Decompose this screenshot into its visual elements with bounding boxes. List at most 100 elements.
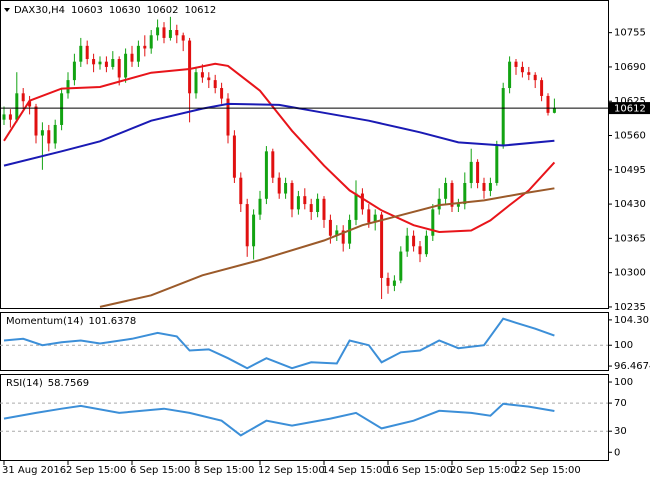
candle-body xyxy=(111,59,115,67)
candle-body xyxy=(399,251,403,281)
last-high: 10630 xyxy=(109,5,141,16)
candle-body xyxy=(143,45,147,49)
candle-body xyxy=(552,108,556,113)
candle-body xyxy=(482,182,486,191)
indicator-title: RSI(14) 58.7569 xyxy=(6,378,89,389)
x-tick-label: 2 Sep 15:00 xyxy=(66,465,126,476)
candle-body xyxy=(28,101,32,107)
candle-body xyxy=(98,61,102,65)
candle-body xyxy=(316,198,320,212)
candle-body xyxy=(508,61,512,89)
candle-body xyxy=(277,177,281,194)
candle-body xyxy=(533,74,537,81)
indicator-value: 101.6378 xyxy=(89,316,137,327)
candle-body xyxy=(226,98,230,136)
candle-body xyxy=(296,196,300,210)
candle-body xyxy=(47,130,51,144)
y-tick-label: 0 xyxy=(614,447,620,458)
candle-body xyxy=(527,72,531,75)
candle-body xyxy=(213,80,217,89)
candle-body xyxy=(271,151,275,178)
candle-body xyxy=(373,214,377,223)
last-low: 10602 xyxy=(147,5,179,16)
indicator-value: 58.7569 xyxy=(48,378,89,389)
candle-body xyxy=(124,53,128,78)
candle-body xyxy=(21,93,25,102)
candle-body xyxy=(348,219,352,244)
last-open: 10603 xyxy=(71,5,103,16)
candle-body xyxy=(520,66,524,73)
candle-body xyxy=(252,214,256,247)
candle-body xyxy=(117,59,121,78)
moving-average xyxy=(3,62,556,234)
y-tick-label: 10430 xyxy=(614,199,646,210)
candle-body xyxy=(309,204,313,212)
y-tick-label: 104.3017 xyxy=(614,315,650,326)
candle-body xyxy=(53,124,57,144)
candle-body xyxy=(149,35,153,49)
y-tick-label: 10300 xyxy=(614,268,646,279)
candle-body xyxy=(156,27,160,36)
candle-body xyxy=(34,106,38,136)
candle-body xyxy=(200,72,204,78)
candle-body xyxy=(207,77,211,81)
y-tick-label: 10235 xyxy=(614,302,646,313)
moving-average xyxy=(3,102,555,167)
candle-body xyxy=(232,135,236,178)
candle-body xyxy=(181,35,185,41)
candle-body xyxy=(175,30,179,36)
current-price-label: 10612 xyxy=(614,104,646,115)
candle-body xyxy=(392,280,396,286)
candle-body xyxy=(463,182,467,205)
candle-body xyxy=(264,151,268,199)
candle-body xyxy=(284,182,288,194)
x-tick-label: 22 Sep 15:00 xyxy=(514,465,581,476)
y-tick-label: 70 xyxy=(614,398,627,409)
x-tick-label: 31 Aug 2016 xyxy=(2,465,66,476)
candle-body xyxy=(450,182,454,207)
chart-header: DAX30,H4 10603 10630 10602 10612 xyxy=(14,5,216,16)
indicator-title: Momentum(14) 101.6378 xyxy=(6,316,136,327)
candle-body xyxy=(40,130,44,136)
candle-body xyxy=(162,27,166,38)
y-tick-label: 96.4674 xyxy=(614,361,650,372)
candle-body xyxy=(488,182,492,191)
candle-body xyxy=(220,88,224,99)
collapse-icon xyxy=(4,8,10,12)
main-panel xyxy=(0,0,609,309)
y-tick-label: 30 xyxy=(614,426,627,437)
y-tick-label: 10625 xyxy=(614,96,646,107)
candle-body xyxy=(335,230,339,236)
candle-body xyxy=(130,53,134,62)
y-tick-label: 10495 xyxy=(614,165,646,176)
indicator-line xyxy=(3,402,555,437)
candle-body xyxy=(360,193,364,210)
candle-body xyxy=(437,198,441,210)
x-tick-label: 12 Sep 15:00 xyxy=(258,465,325,476)
x-tick-label: 8 Sep 15:00 xyxy=(194,465,254,476)
candle-body xyxy=(341,230,345,244)
candle-body xyxy=(456,204,460,207)
candle-body xyxy=(8,114,12,120)
last-close: 10612 xyxy=(184,5,216,16)
candle-body xyxy=(444,182,448,199)
candle-body xyxy=(431,209,435,236)
symbol: DAX30,H4 xyxy=(14,5,65,16)
candle-body xyxy=(245,204,249,247)
candle-body xyxy=(386,277,390,286)
candle-body xyxy=(328,219,332,236)
candle-body xyxy=(168,30,172,38)
candle-body xyxy=(418,246,422,255)
candle-body xyxy=(495,146,499,183)
candle-body xyxy=(354,193,358,220)
candle-body xyxy=(290,182,294,210)
candle-body xyxy=(367,209,371,223)
y-tick-label: 10365 xyxy=(614,233,646,244)
y-tick-label: 10560 xyxy=(614,131,646,142)
x-tick-label: 6 Sep 15:00 xyxy=(130,465,190,476)
indicator-name: RSI(14) xyxy=(6,378,43,389)
candle-body xyxy=(322,198,326,220)
candle-body xyxy=(136,45,140,62)
x-tick-label: 14 Sep 15:00 xyxy=(322,465,389,476)
